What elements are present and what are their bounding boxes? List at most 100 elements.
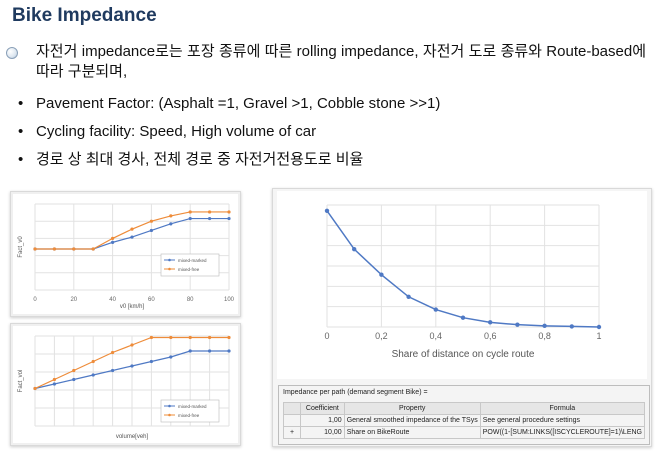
legend-label: mixed-free (178, 267, 200, 272)
table-cell-coefficient[interactable]: 1,00 (300, 414, 345, 427)
data-point (596, 324, 602, 330)
x-axis-label: v0 [km/h] (120, 304, 145, 310)
data-point (569, 324, 574, 329)
page-title: Bike Impedance (12, 5, 157, 26)
legend-marker (168, 413, 171, 417)
data-point (227, 216, 231, 221)
legend-label: mixed-free (178, 413, 200, 418)
x-tick-label: 20 (70, 297, 77, 303)
table-header-cell: Property (343, 402, 481, 415)
x-axis-label: Share of distance on cycle route (392, 349, 535, 360)
data-point (488, 320, 493, 325)
data-point (188, 216, 192, 221)
data-point (149, 228, 153, 233)
data-point (460, 315, 466, 320)
legend-box (160, 253, 220, 277)
data-point (188, 349, 192, 353)
chart-volume-panel: volume[veh] Fact_vol mixed-marked mixed-fre… (10, 323, 241, 446)
table-marker-header (282, 402, 302, 415)
data-point (542, 323, 547, 329)
data-point (149, 335, 153, 340)
table-row[interactable]: + 10,00 Share on BikeRoute POW((1-[SUM:L… (282, 426, 646, 439)
data-point (188, 210, 192, 214)
x-tick-label: 0 (33, 297, 37, 303)
data-point (169, 355, 173, 359)
table-cell-formula[interactable]: See general procedure settings (479, 414, 646, 427)
impedance-table: Impedance per path (demand segment Bike)… (278, 385, 650, 445)
data-point (130, 235, 134, 239)
data-point (208, 349, 212, 353)
table-cell-property[interactable]: General smoothed impedance of the TSys (343, 414, 481, 427)
x-tick-label: 0,8 (538, 331, 551, 341)
data-point (379, 272, 384, 277)
data-point (130, 364, 134, 368)
table-cell-formula[interactable]: POW((1-[SUM:LINKS([ISCYCLEROUTE]=1)\LENG (479, 426, 646, 439)
x-tick-label: 0,2 (375, 331, 388, 341)
data-point (208, 210, 212, 214)
data-point (91, 373, 95, 377)
data-point (406, 294, 411, 299)
data-point (433, 307, 438, 312)
x-tick-label: 0,4 (430, 331, 443, 341)
data-point (227, 349, 231, 353)
table-cell-property[interactable]: Share on BikeRoute (343, 426, 481, 439)
legend-label: mixed-marked (178, 404, 207, 409)
data-point (208, 335, 212, 340)
data-point (208, 216, 212, 221)
data-point (33, 386, 37, 391)
sub-bullet-text: Cycling facility: Speed, High volume of … (36, 123, 317, 140)
data-point (72, 368, 76, 373)
legend-box (160, 399, 220, 423)
table-header-row: Coefficient Property Formula (282, 402, 646, 415)
data-point (149, 219, 153, 223)
x-tick-label: 60 (148, 297, 155, 303)
y-axis-label: Fact_v0 (18, 236, 24, 258)
data-point (52, 377, 57, 382)
table-header-cell: Coefficient (300, 402, 345, 415)
table-cell-coefficient[interactable]: 10,00 (300, 426, 345, 439)
data-point (352, 246, 357, 252)
bullet-dot-icon: • (18, 95, 24, 112)
x-tick-label: 80 (187, 297, 194, 303)
data-point (33, 247, 37, 251)
sub-bullet-text: Pavement Factor: (Asphalt =1, Gravel >1,… (36, 95, 441, 112)
data-point (91, 359, 95, 364)
bullet-dot-icon: • (18, 151, 24, 168)
impedance-grid: Coefficient Property Formula 1,00 Genera… (282, 402, 646, 439)
x-tick-label: 0 (324, 331, 329, 341)
series-line (326, 210, 600, 328)
bullet-dot-icon: • (18, 123, 24, 140)
x-tick-label: 1 (596, 331, 601, 341)
table-row-marker[interactable]: + (282, 426, 302, 439)
main-bullet-text: 자전거 impedance로는 포장 종류에 따른 rolling impeda… (36, 43, 646, 80)
data-point (188, 335, 192, 340)
data-point (227, 335, 231, 340)
x-tick-label: 0,6 (484, 331, 497, 341)
sub-bullet-text: 경로 상 최대 경사, 전체 경로 중 자전거전용도로 비율 (36, 151, 364, 168)
data-point (130, 343, 134, 347)
data-point (111, 236, 115, 240)
x-tick-label: 100 (224, 297, 235, 303)
y-axis-label: Fact_vol (18, 370, 24, 393)
legend-marker (168, 258, 171, 262)
data-point (169, 222, 173, 226)
legend-label: mixed-marked (178, 258, 207, 263)
chart-volume: volume[veh] Fact_vol mixed-marked mixed-fre… (18, 335, 231, 440)
data-point (111, 240, 115, 244)
table-caption: Impedance per path (demand segment Bike)… (283, 389, 428, 396)
data-point (52, 247, 57, 251)
table-row-marker (282, 414, 302, 427)
data-point (169, 335, 173, 340)
data-point (515, 322, 520, 327)
data-point (52, 382, 57, 386)
table-row[interactable]: 1,00 General smoothed impedance of the T… (282, 414, 646, 427)
chart-v0: 0 20 40 60 80 100 v0 [km/h] Fact_v0 mixed-marked… (18, 203, 235, 310)
series-line (35, 217, 229, 250)
chart-v0-panel: 0 20 40 60 80 100 v0 [km/h] Fact_v0 mixed-marked… (10, 191, 241, 317)
table-header-cell: Formula (479, 402, 646, 415)
chart-share: 0 0,2 0,4 0,6 0,8 1 Share of distance on cycle… (324, 204, 602, 360)
legend-marker (168, 404, 171, 408)
data-point (130, 227, 134, 231)
data-point (72, 247, 76, 251)
data-point (72, 377, 76, 382)
